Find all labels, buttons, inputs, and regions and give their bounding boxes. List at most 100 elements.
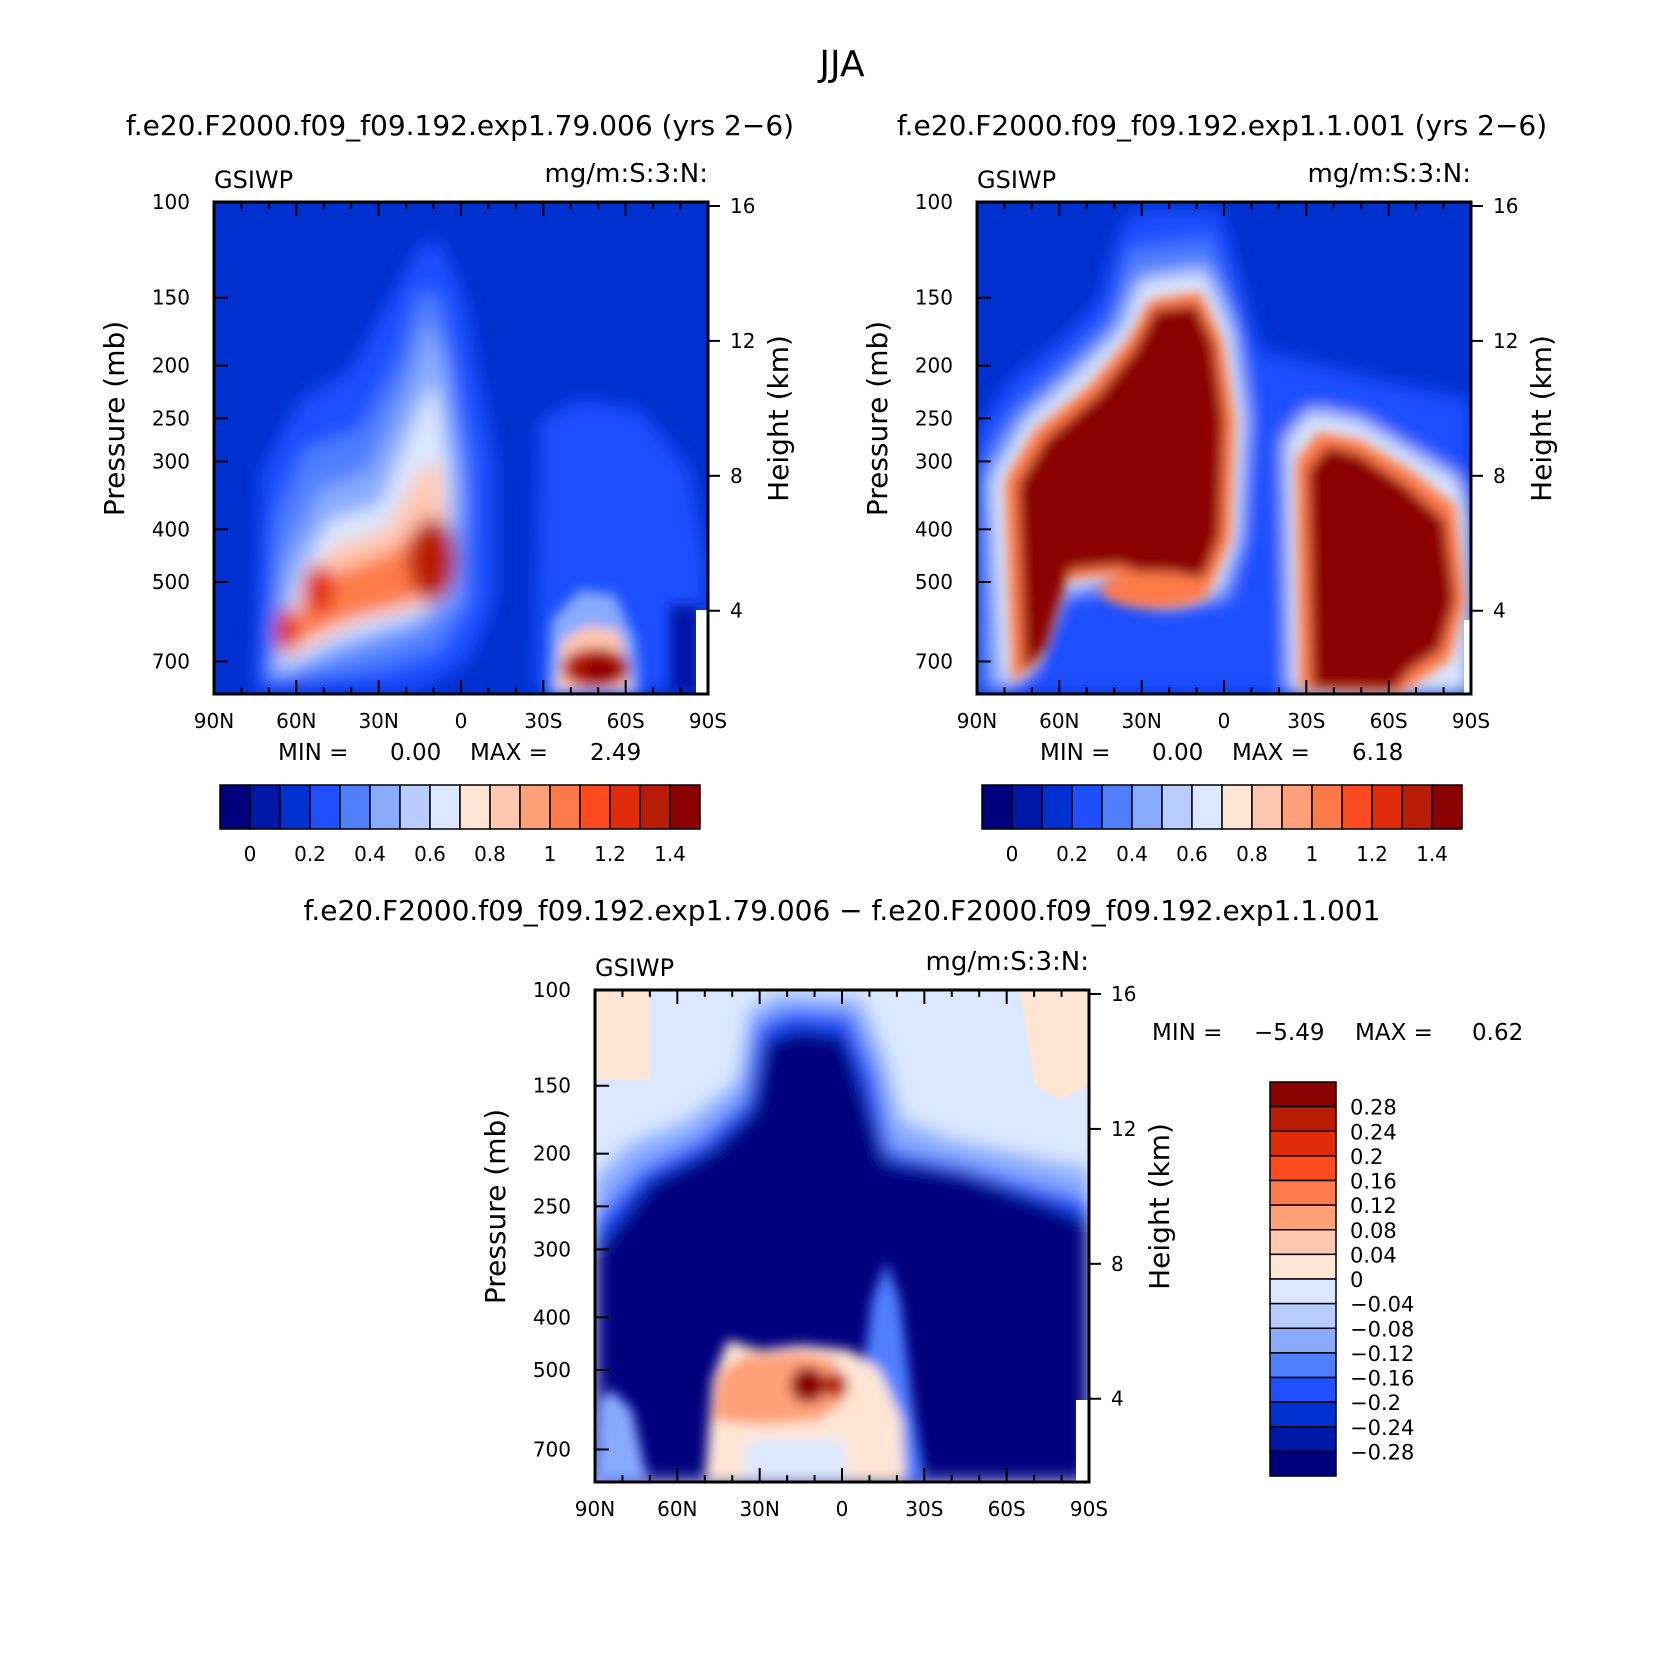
panel1-lat-tick-label: 60N [276,709,316,733]
panel3-colorbar-label: 0.24 [1350,1120,1397,1144]
panel2-lat-tick-label: 60N [1039,709,1079,733]
panel3-colorbar-label: −0.16 [1350,1367,1414,1391]
panel2-subtitle: f.e20.F2000.f09_f09.192.exp1.1.001 (yrs … [897,109,1547,142]
panel2-colorbar-label: 1 [1306,842,1319,866]
panel1-colorbar-swatch [580,785,610,829]
panel2-colorbar-swatch [1162,785,1192,829]
panel1-colorbar-swatch [460,785,490,829]
panel3-lat-tick-label: 60N [657,1497,697,1521]
panel1-colorbar-swatch [340,785,370,829]
panel3-pressure-tick-label: 300 [533,1237,571,1261]
panel2-min-label: MIN = [1040,740,1110,766]
panel3-colorbar-swatch [1270,1230,1336,1255]
panel1-lat-tick-label: 30N [358,709,398,733]
panel1-pressure-tick-label: 250 [152,406,190,430]
panel3-variable-label: GSIWP [595,954,674,982]
panel2-colorbar-label: 0.4 [1116,842,1148,866]
panel1-colorbar-swatch [670,785,700,829]
panel1-max-core [408,518,456,602]
panel3-colorbar-label: −0.28 [1350,1440,1414,1464]
panel1-height-tick-label: 12 [730,329,755,353]
panel2-pressure-tick-label: 100 [915,190,953,214]
panel1-variable-label: GSIWP [214,166,293,194]
panel3-lat-tick-label: 90N [575,1497,615,1521]
panel3-height-tick-label: 8 [1111,1252,1124,1276]
panel1-height-tick-label: 16 [730,194,755,218]
panel1-lat-tick-label: 30S [524,709,562,733]
panel2-colorbar-label: 1.4 [1416,842,1448,866]
panel3-colorbar-label: −0.12 [1350,1342,1414,1366]
panel1-colorbar-swatch [220,785,250,829]
panel1-colorbar-swatch [430,785,460,829]
panel1-colorbar-swatch [310,785,340,829]
panel1-colorbar-swatch [490,785,520,829]
panel3-colorbar-label: 0.04 [1350,1243,1397,1267]
panel3-colorbar-swatch [1270,1181,1336,1206]
panel2-pressure-tick-label: 300 [915,449,953,473]
panel3-lat-tick-label: 90S [1070,1497,1108,1521]
panel3-colorbar-swatch [1270,1353,1336,1378]
panel3-pressure-tick-label: 200 [533,1142,571,1166]
panel1-colorbar-label: 1 [544,842,557,866]
panel2-pressure-tick-label: 500 [915,570,953,594]
panel1-hp-blue [670,605,700,694]
panel3-colorbar-label: 0 [1350,1268,1363,1292]
panel1-pressure-tick-label: 700 [152,649,190,673]
panel1-plot [214,202,708,694]
panel3-colorbar-swatch [1270,1205,1336,1230]
panel3-lat-tick-label: 30S [905,1497,943,1521]
figure-canvas: JJA f.e20.F2000.f09_f09.192.exp1.79.006 … [0,0,1674,1672]
panel3-colorbar-swatch [1270,1328,1336,1353]
panel3-subtitle: f.e20.F2000.f09_f09.192.exp1.79.006 − f.… [304,894,1381,927]
panel2-colorbar-swatch [1252,785,1282,829]
panel3-pressure-tick-label: 150 [533,1074,571,1098]
panel2-minmax: MIN = 0.00 MAX = 6.18 [1040,740,1403,766]
panel1-core-60n [302,564,334,616]
panel2-colorbar-swatch [1222,785,1252,829]
panel1-colorbar-swatch [250,785,280,829]
panel1-max-value: 2.49 [590,740,641,766]
panel1-missing [696,610,708,694]
panel3-colorbar-swatch [1270,1279,1336,1304]
panel3-lat-tick-label: 0 [836,1497,849,1521]
panel3-colorbar-swatch [1270,1427,1336,1452]
panel2-colorbar-label: 0.2 [1056,842,1088,866]
panel3-colorbar-swatch [1270,1402,1336,1427]
panel2-height-tick-label: 12 [1493,329,1518,353]
panel2-lat-tick-label: 30N [1121,709,1161,733]
panel2-y2-axis-title: Height (km) [1525,335,1558,502]
panel2-lat-tick-label: 60S [1370,709,1408,733]
panel2-colorbar-label: 0.6 [1176,842,1208,866]
panel1-colorbar-swatch [640,785,670,829]
panel3-max-value: 0.62 [1472,1020,1523,1046]
panel1-colorbar: 0 0.2 0.4 0.6 0.8 1 1.2 1.4 [220,785,700,866]
panel2-pressure-tick-label: 700 [915,649,953,673]
panel1-max-label: MAX = [470,740,548,766]
panel2-height-tick-label: 4 [1493,599,1506,623]
panel2-colorbar-swatch [1402,785,1432,829]
panel1-colorbar-swatch [280,785,310,829]
panel3-colorbar-label: 0.08 [1350,1219,1397,1243]
panel2-colorbar-swatch [1132,785,1162,829]
panel1-colorbar-swatch [550,785,580,829]
panel2-lat-tick-label: 90S [1452,709,1490,733]
panel3-colorbar-label: 0.12 [1350,1194,1397,1218]
panel3-pressure-tick-label: 700 [533,1437,571,1461]
panel2-field [977,202,1471,694]
panel2-lat-tick-label: 30S [1287,709,1325,733]
panel3-colorbar-swatch [1270,1082,1336,1107]
panel2-colorbar-swatch [1342,785,1372,829]
panel2-min-value: 0.00 [1152,740,1203,766]
panel3-max-core [790,1367,826,1403]
panel2-colorbar-label: 0.8 [1236,842,1268,866]
panel2-variable-label: GSIWP [977,166,1056,194]
panel2-units-label: mg/m:S:3:N: [1308,159,1471,189]
panel3-height-tick-label: 4 [1111,1387,1124,1411]
panel3-plot [595,990,1089,1482]
panel1-y2-axis-title: Height (km) [762,335,795,502]
panel2-colorbar-swatch [1282,785,1312,829]
panel2-pressure-tick-label: 400 [915,517,953,541]
panel1-pressure-tick-label: 150 [152,286,190,310]
panel3-colorbar: 0.280.240.20.160.120.080.040−0.04−0.08−0… [1270,1082,1414,1476]
panel3-colorbar-swatch [1270,1451,1336,1476]
